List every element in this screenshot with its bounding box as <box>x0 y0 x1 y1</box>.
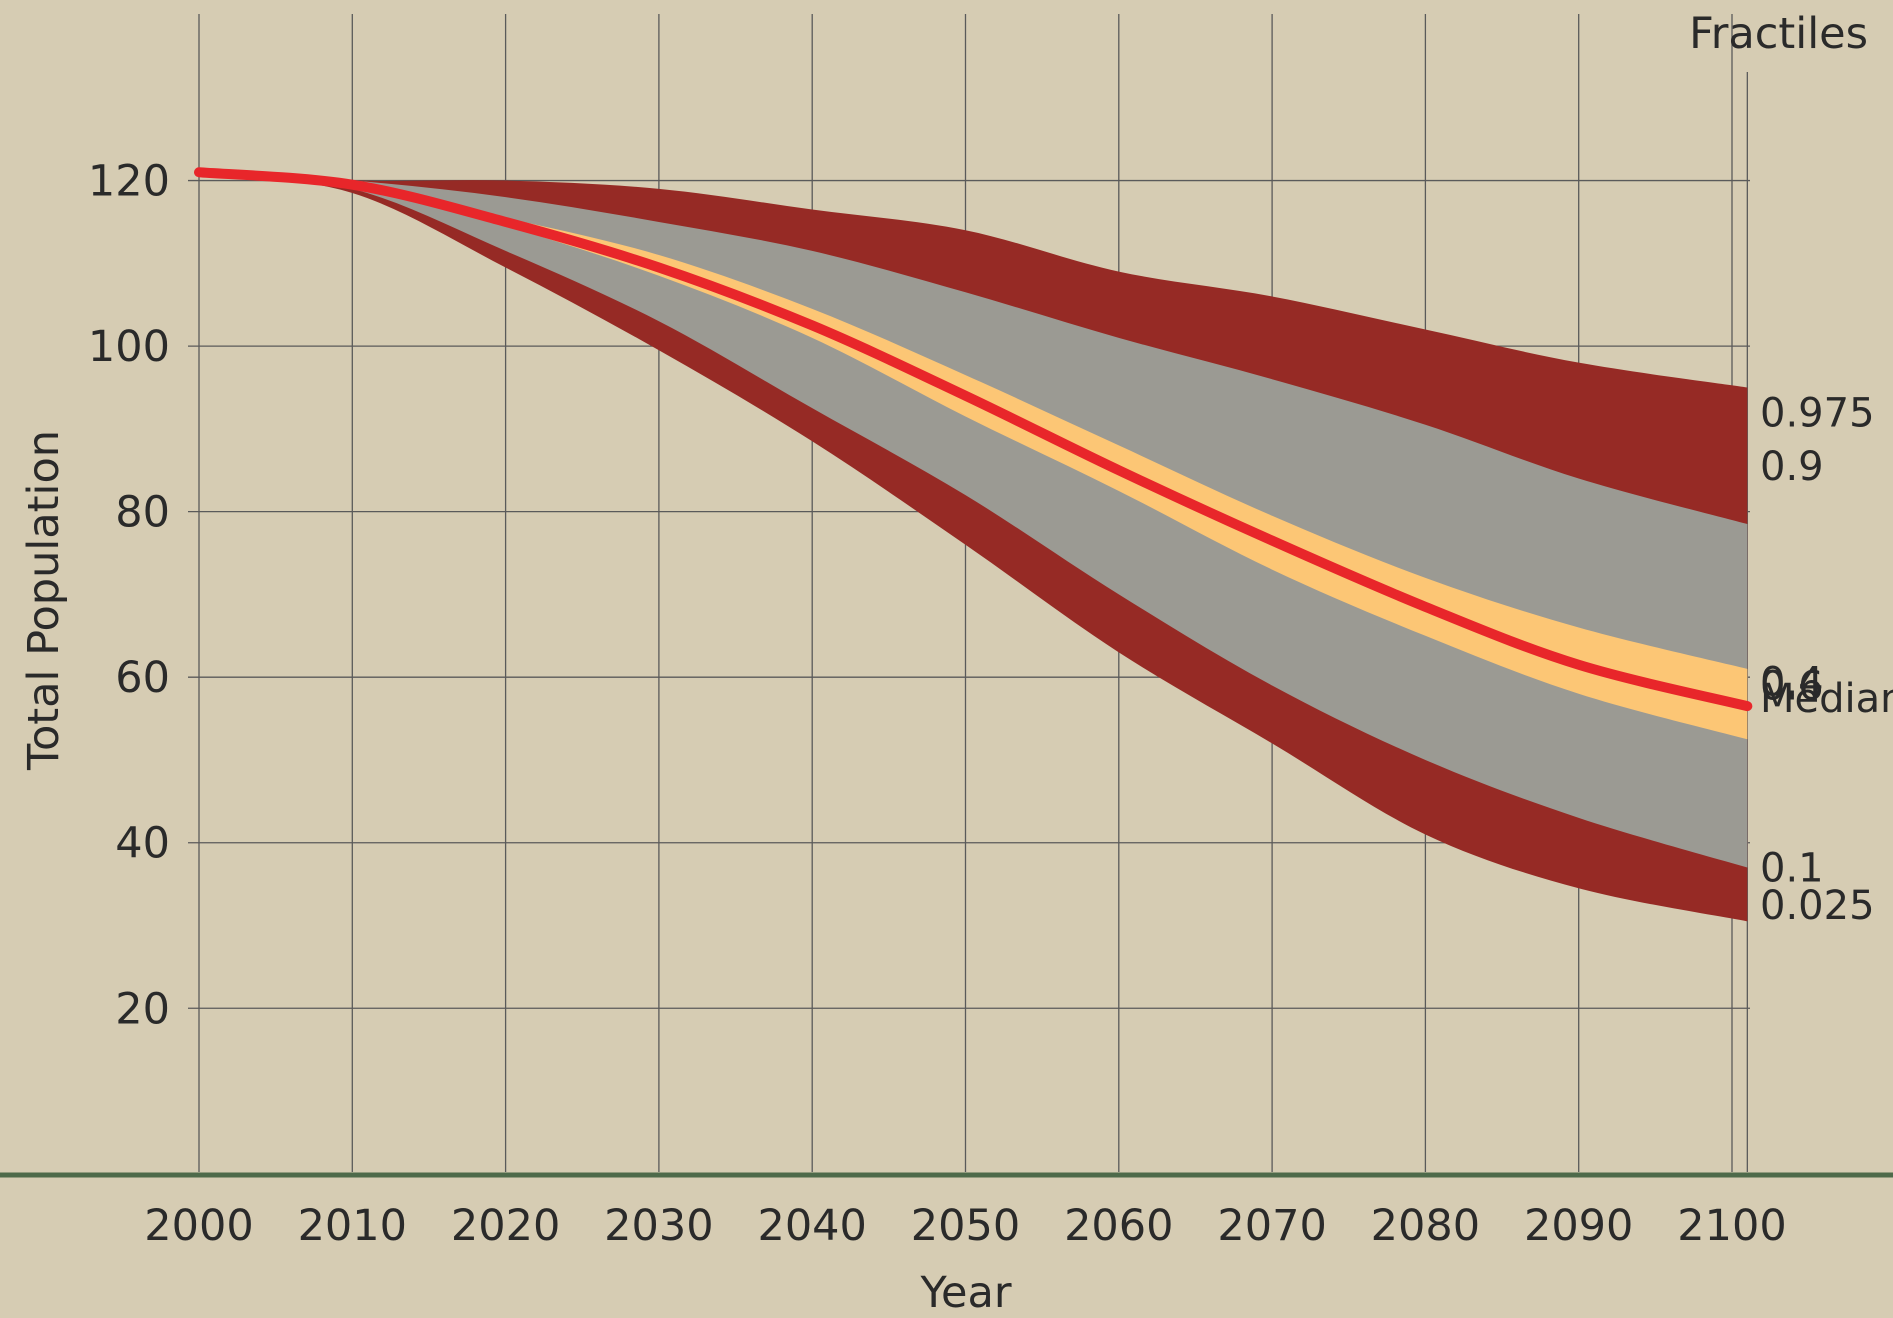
x-tick-2030: 2030 <box>604 1201 713 1251</box>
x-tick-labels: 2000 2010 2020 2030 2040 2050 2060 2070 2080 2090… <box>144 1201 1786 1251</box>
y-tick-labels: 20 40 60 80 100 120 <box>88 157 170 1035</box>
band-0.025-0.975 <box>199 172 1748 922</box>
y-tick-80: 80 <box>115 488 170 538</box>
fractile-label-0.975: 0.975 <box>1760 390 1875 436</box>
median-line <box>194 167 1753 712</box>
fractile-bands <box>199 172 1748 922</box>
fractile-label-median: Median <box>1760 676 1893 722</box>
x-tick-2060: 2060 <box>1064 1201 1173 1251</box>
fractile-label-0.025: 0.025 <box>1760 883 1875 929</box>
x-tick-2100: 2100 <box>1677 1201 1786 1251</box>
y-axis-title: Total Population <box>19 430 69 771</box>
y-tick-100: 100 <box>88 322 170 372</box>
median-layer <box>194 167 1753 712</box>
x-tick-2000: 2000 <box>144 1201 253 1251</box>
x-tick-2080: 2080 <box>1371 1201 1480 1251</box>
band-0.1-0.9 <box>199 172 1748 868</box>
y-tick-40: 40 <box>115 819 170 869</box>
y-tick-60: 60 <box>115 653 170 703</box>
y-tick-20: 20 <box>115 984 170 1034</box>
band-0.4-0.6 <box>199 172 1748 740</box>
x-axis-title: Year <box>919 1268 1011 1318</box>
fractile-label-0.4: 0.4 <box>1760 659 1824 705</box>
x-tick-2040: 2040 <box>757 1201 866 1251</box>
x-tick-2010: 2010 <box>298 1201 407 1251</box>
x-tick-2020: 2020 <box>451 1201 560 1251</box>
x-tick-2070: 2070 <box>1217 1201 1326 1251</box>
fractile-label-0.9: 0.9 <box>1760 444 1824 490</box>
y-tick-120: 120 <box>88 157 170 207</box>
x-tick-2050: 2050 <box>911 1201 1020 1251</box>
fractiles-title: Fractiles <box>1689 9 1868 59</box>
x-tick-2090: 2090 <box>1524 1201 1633 1251</box>
fractile-label-0.6: 0.6 <box>1760 663 1824 709</box>
fractile-label-0.1: 0.1 <box>1760 846 1824 892</box>
